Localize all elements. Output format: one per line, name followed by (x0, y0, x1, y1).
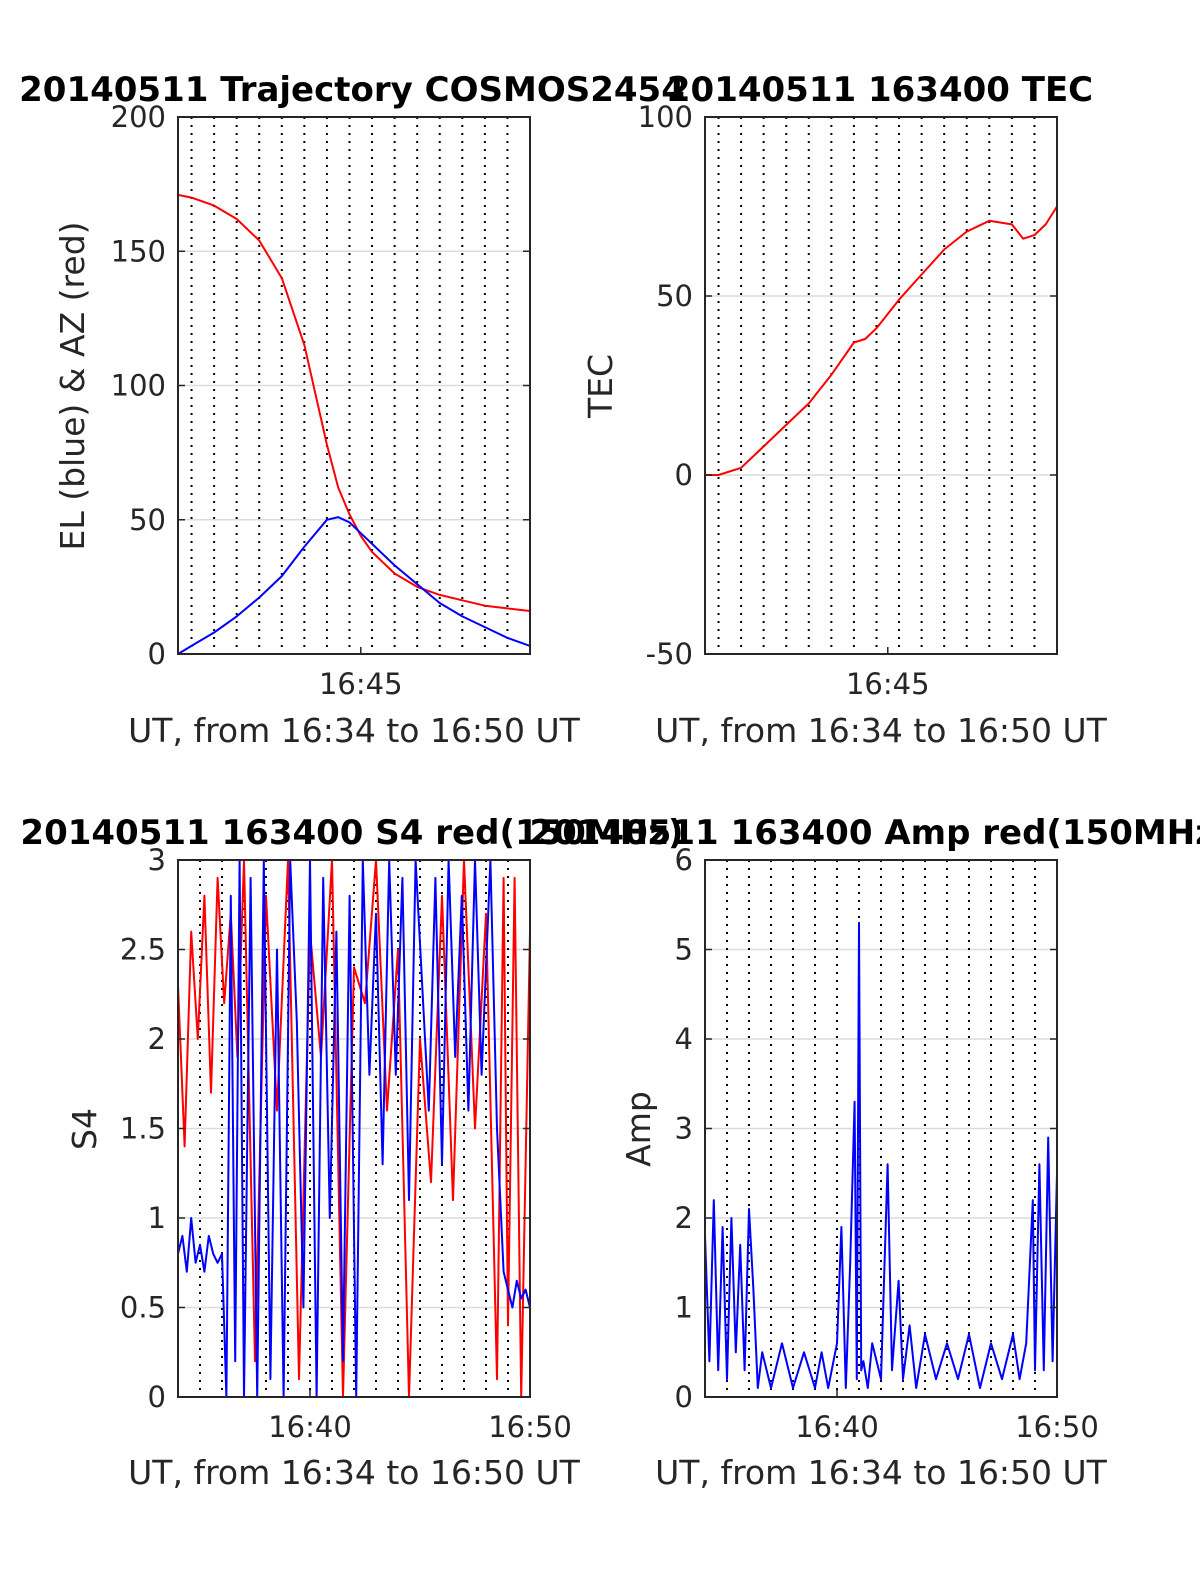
x-axis-label: UT, from 16:34 to 16:50 UT (128, 1453, 581, 1492)
plot-area-trajectory: 0 50 100 150 200 16:45 (111, 100, 531, 701)
x-tick-label: 16:50 (1015, 1410, 1099, 1444)
x-tick-label: 16:45 (319, 667, 403, 701)
series-line-blue (177, 516, 531, 655)
y-tick-label: 2 (148, 1022, 166, 1056)
y-tick-label: 100 (111, 369, 166, 403)
x-axis-label: UT, from 16:34 to 16:50 UT (655, 711, 1108, 750)
y-tick-label: 0 (675, 458, 693, 492)
y-tick-label: 6 (675, 843, 693, 877)
y-tick-label: 0 (675, 1380, 693, 1414)
y-tick-label: 150 (111, 234, 166, 268)
panel-trajectory: 20140511 Trajectory COSMOS2454 0 50 100 150… (19, 70, 685, 750)
x-tick-label: 16:40 (268, 1410, 352, 1444)
series-line-red (705, 205, 1058, 476)
y-tick-label: 2.5 (120, 933, 166, 967)
y-tick-label: -50 (646, 637, 693, 671)
y-tick-label: 100 (638, 100, 693, 134)
y-tick-label: 200 (111, 100, 166, 134)
plot-area-s4: 0 0.5 1 1.5 2 2.5 3 16:40 16:50 (120, 843, 572, 1444)
y-tick-label: 1 (675, 1291, 693, 1325)
plot-area-tec: -50 0 50 100 16:45 (638, 100, 1058, 701)
x-axis-label: UT, from 16:34 to 16:50 UT (128, 711, 581, 750)
y-axis-label: TEC (581, 354, 620, 419)
plot-area-amp: 0 1 2 3 4 5 6 16:40 16:50 (675, 843, 1099, 1444)
y-axis-label: Amp (619, 1091, 658, 1167)
panel-amp: 20140511 163400 Amp red(150MHz) 0 1 2 3 4 5 6 1… (529, 813, 1200, 1492)
x-axis-label: UT, from 16:34 to 16:50 UT (655, 1453, 1108, 1492)
x-tick-label: 16:50 (488, 1410, 572, 1444)
y-axis-label: S4 (65, 1108, 104, 1150)
chart-title: 20140511 163400 Amp red(150MHz) (529, 813, 1200, 853)
x-tick-label: 16:45 (846, 667, 930, 701)
axes-box (704, 116, 1058, 655)
y-tick-label: 0 (148, 1380, 166, 1414)
y-tick-label: 0.5 (120, 1291, 166, 1325)
series-line-red (177, 193, 531, 612)
y-tick-label: 5 (675, 933, 693, 967)
chart-title: 20140511 Trajectory COSMOS2454 (19, 70, 685, 110)
y-tick-label: 50 (656, 279, 693, 313)
y-tick-label: 1.5 (120, 1112, 166, 1146)
panel-s4: 20140511 163400 S4 red(150MHz) 0 0.5 1 1.5 2… (20, 813, 683, 1492)
series-line-blue (704, 921, 1058, 1389)
y-tick-label: 3 (675, 1112, 693, 1146)
y-tick-label: 1 (148, 1201, 166, 1235)
chart-title: 20140511 163400 S4 red(150MHz) (20, 813, 683, 853)
y-tick-label: 4 (675, 1022, 693, 1056)
y-tick-label: 2 (675, 1201, 693, 1235)
panel-tec: 20140511 163400 TEC -50 0 50 100 16:45 UT, f… (581, 70, 1108, 750)
x-tick-label: 16:40 (795, 1410, 879, 1444)
y-tick-label: 0 (148, 637, 166, 671)
chart-title: 20140511 163400 TEC (667, 70, 1093, 110)
y-tick-label: 50 (129, 503, 166, 537)
y-tick-label: 3 (148, 843, 166, 877)
y-axis-label: EL (blue) & AZ (red) (53, 221, 92, 550)
